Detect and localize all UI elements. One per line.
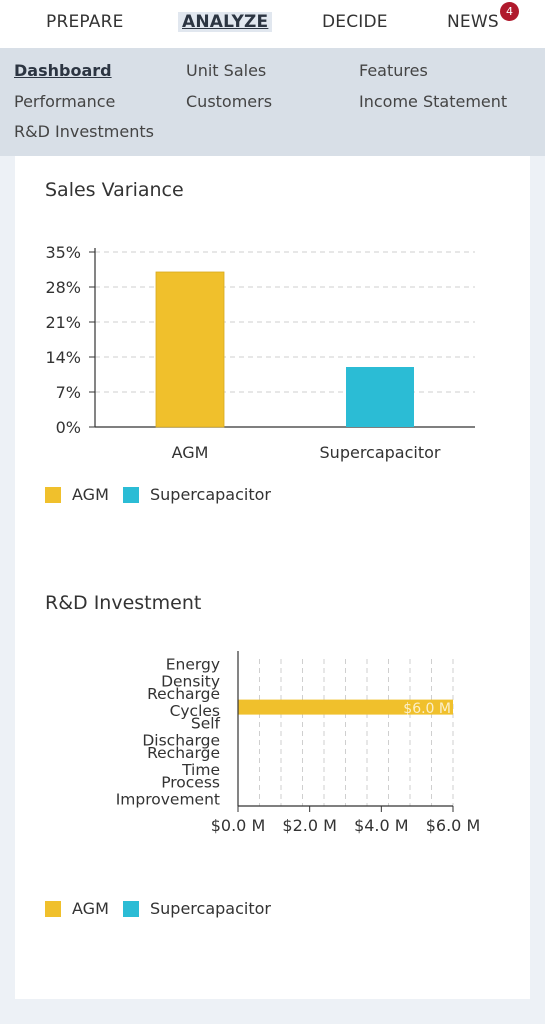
y-tick-label: 21% — [45, 313, 81, 332]
dashboard-card: Sales Variance 0% 7% 14% 21% 28% 35% AGM Superc… — [15, 156, 530, 999]
subnav-customers[interactable]: Customers — [186, 92, 273, 111]
sales-variance-chart: 0% 7% 14% 21% 28% 35% AGM Supercapacitor — [45, 243, 475, 462]
legend-swatch-agm — [45, 487, 61, 503]
y-tick-label: Process — [161, 773, 220, 791]
y-tick-label: Energy — [166, 656, 220, 674]
rd-investment-chart: $0.0 M $2.0 M $4.0 M $6.0 MEnergyDensityRec… — [116, 651, 481, 835]
x-tick-label: $0.0 M — [211, 816, 266, 835]
y-tick-label: Discharge — [142, 732, 220, 750]
sub-nav: Dashboard Unit Sales Features Performanc… — [0, 48, 545, 156]
tab-decide[interactable]: DECIDE — [322, 12, 388, 32]
x-tick-label: Supercapacitor — [320, 443, 441, 462]
x-tick-label: $4.0 M — [354, 816, 409, 835]
y-tick-label: Improvement — [116, 790, 220, 808]
y-tick-label: 28% — [45, 278, 81, 297]
y-tick-label: 14% — [45, 348, 81, 367]
tab-news[interactable]: NEWS — [447, 12, 499, 32]
y-tick-label: Recharge — [147, 685, 220, 703]
subnav-income-statement[interactable]: Income Statement — [359, 92, 508, 111]
subnav-dashboard[interactable]: Dashboard — [14, 61, 112, 80]
legend-swatch-supercapacitor — [123, 901, 139, 917]
data-label: $6.0 M — [403, 701, 451, 717]
rd-investment-legend: AGM Supercapacitor — [45, 899, 345, 919]
y-tick-label: 7% — [56, 383, 81, 402]
subnav-features[interactable]: Features — [359, 61, 428, 80]
top-nav: PREPARE ANALYZE DECIDE NEWS 4 — [0, 0, 545, 48]
rd-investment-title: R&D Investment — [45, 592, 202, 614]
x-tick-label: $2.0 M — [282, 816, 337, 835]
news-count-badge: 4 — [500, 2, 519, 21]
y-tick-label: Cycles — [170, 702, 220, 720]
legend-swatch-supercapacitor — [123, 487, 139, 503]
subnav-performance[interactable]: Performance — [14, 92, 116, 111]
bar — [155, 271, 225, 428]
y-tick-label: 35% — [45, 243, 81, 262]
tab-analyze[interactable]: ANALYZE — [178, 12, 273, 32]
y-tick-label: 0% — [56, 418, 81, 437]
tab-prepare[interactable]: PREPARE — [46, 12, 124, 32]
bar — [346, 367, 414, 427]
sales-variance-legend: AGM Supercapacitor — [45, 485, 345, 505]
bar — [238, 699, 453, 715]
subnav-unit-sales[interactable]: Unit Sales — [186, 61, 267, 80]
legend-label-supercapacitor: Supercapacitor — [150, 485, 271, 504]
sales-variance-title: Sales Variance — [45, 179, 184, 201]
y-tick-label: Recharge — [147, 744, 220, 762]
y-tick-label: Density — [161, 673, 220, 691]
legend-label-agm: AGM — [72, 899, 109, 918]
legend-swatch-agm — [45, 901, 61, 917]
x-tick-label: $6.0 M — [426, 816, 481, 835]
legend-label-agm: AGM — [72, 485, 109, 504]
y-tick-label: Self — [191, 715, 221, 733]
x-tick-label: AGM — [172, 443, 209, 462]
legend-label-supercapacitor: Supercapacitor — [150, 899, 271, 918]
subnav-rd-investments[interactable]: R&D Investments — [14, 122, 154, 141]
y-tick-label: Time — [181, 761, 220, 779]
